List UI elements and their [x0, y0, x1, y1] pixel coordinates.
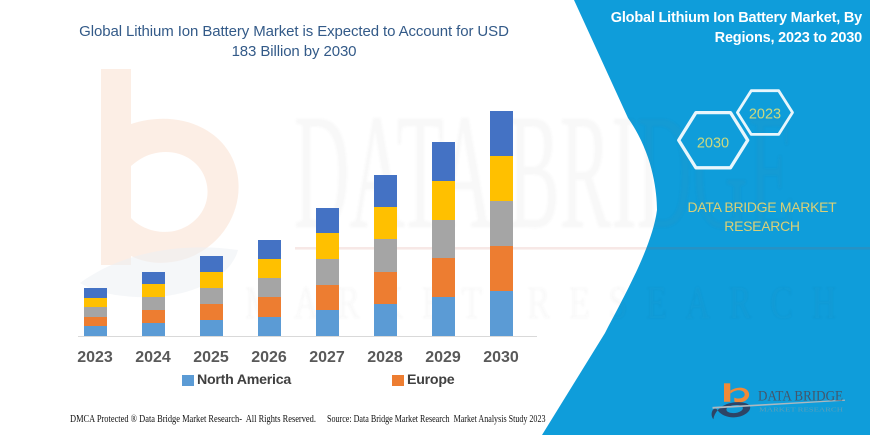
svg-text:2023: 2023: [749, 106, 781, 122]
svg-text:DATA BRIDGE: DATA BRIDGE: [294, 80, 795, 263]
svg-text:DATA BRIDGE: DATA BRIDGE: [758, 388, 843, 404]
svg-text:2030: 2030: [697, 136, 729, 152]
svg-text:MARKET RESEARCH: MARKET RESEARCH: [759, 407, 843, 414]
